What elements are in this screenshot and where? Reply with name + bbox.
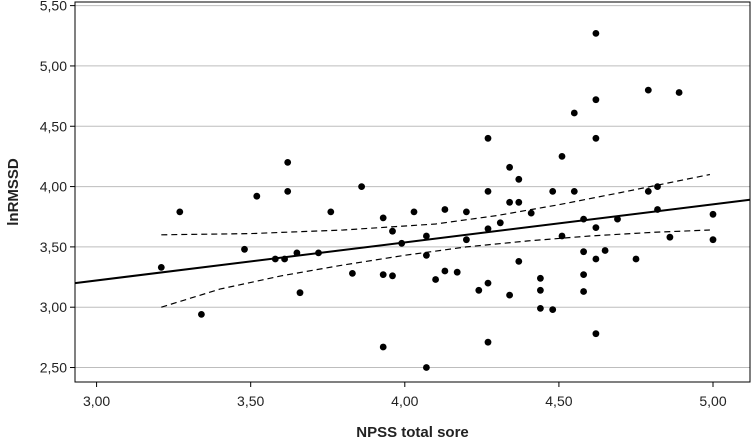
data-point: [379, 271, 387, 278]
y-tick-label: 4,00: [40, 179, 67, 195]
x-tick-label: 4,00: [391, 393, 418, 409]
data-point: [296, 289, 304, 297]
data-point: [580, 215, 587, 223]
grid-lines: [75, 5, 750, 369]
data-point: [463, 208, 470, 216]
data-point: [398, 239, 406, 247]
data-point: [176, 208, 184, 216]
data-point: [632, 255, 640, 263]
data-point: [379, 343, 387, 351]
y-tick-label: 3,00: [40, 299, 67, 315]
y-tick-label: 3,50: [40, 239, 67, 255]
data-point: [614, 215, 621, 223]
data-point: [281, 255, 288, 263]
data-point: [423, 251, 430, 259]
data-point: [484, 338, 492, 346]
data-point: [379, 214, 387, 222]
data-point: [675, 89, 683, 96]
data-point: [389, 227, 396, 235]
data-point: [592, 255, 600, 263]
data-point: [475, 286, 483, 294]
data-point: [284, 188, 292, 195]
x-tick-label: 3,00: [83, 393, 110, 409]
scatter-points: [157, 30, 717, 371]
data-point: [515, 198, 523, 206]
data-point: [570, 109, 578, 117]
data-point: [644, 86, 652, 94]
data-point: [198, 311, 205, 318]
x-axis-ticks: 3,00 3,50 4,00 4,50 5,00: [83, 382, 727, 409]
data-point: [496, 219, 504, 227]
data-point: [315, 249, 322, 257]
data-point: [453, 268, 461, 276]
ci-lower-line: [161, 229, 710, 308]
data-point: [271, 255, 279, 263]
data-point: [293, 249, 301, 257]
data-point: [537, 286, 544, 294]
data-point: [537, 274, 544, 282]
data-point: [349, 270, 356, 277]
data-point: [441, 267, 449, 275]
data-point: [644, 188, 652, 195]
fit-lines: [74, 173, 751, 308]
data-point: [515, 258, 523, 265]
x-tick-label: 4,50: [545, 393, 572, 409]
data-point: [423, 364, 430, 371]
data-point: [506, 291, 513, 299]
data-point: [709, 210, 717, 218]
ci-upper-line: [161, 173, 711, 236]
data-point: [410, 208, 418, 216]
data-point: [558, 232, 566, 240]
y-axis-ticks: 2,50 3,00 3,50 4,00 4,50 5,00 5,50: [40, 0, 75, 376]
y-tick-label: 5,00: [40, 58, 67, 74]
data-point: [537, 305, 544, 312]
data-point: [327, 208, 335, 216]
data-point: [253, 192, 261, 200]
data-point: [592, 30, 600, 37]
y-tick-label: 2,50: [40, 360, 67, 376]
data-point: [592, 224, 600, 232]
data-point: [592, 134, 600, 142]
data-point: [601, 247, 609, 254]
data-point: [506, 198, 513, 206]
data-point: [157, 264, 165, 271]
data-point: [580, 288, 587, 295]
plot-area: [74, 1, 751, 383]
data-point: [423, 232, 430, 240]
data-point: [484, 134, 492, 142]
x-tick-label: 3,50: [237, 393, 264, 409]
data-point: [484, 279, 492, 287]
data-point: [580, 271, 587, 278]
data-point: [570, 188, 578, 195]
data-point: [463, 236, 470, 244]
data-point: [592, 330, 600, 338]
data-point: [666, 233, 674, 241]
x-axis-label: NPSS total sore: [356, 424, 469, 439]
data-point: [432, 276, 439, 283]
data-point: [389, 272, 396, 280]
data-point: [358, 183, 365, 191]
data-point: [709, 236, 717, 244]
data-point: [654, 206, 661, 213]
y-axis-label: lnRMSSD: [5, 158, 22, 226]
data-point: [592, 96, 600, 104]
data-point: [241, 245, 248, 253]
data-point: [654, 183, 661, 191]
data-point: [484, 188, 492, 195]
y-tick-label: 5,50: [40, 0, 67, 14]
data-point: [515, 175, 523, 183]
data-point: [558, 153, 566, 160]
data-point: [549, 188, 557, 195]
fit-line: [74, 198, 751, 285]
y-tick-label: 4,50: [40, 118, 67, 134]
data-point: [441, 206, 449, 213]
data-point: [484, 225, 492, 233]
data-point: [580, 248, 587, 256]
data-point: [284, 159, 292, 166]
data-point: [506, 163, 513, 171]
data-point: [527, 209, 535, 217]
data-point: [549, 306, 557, 313]
x-tick-label: 5,00: [699, 393, 726, 409]
